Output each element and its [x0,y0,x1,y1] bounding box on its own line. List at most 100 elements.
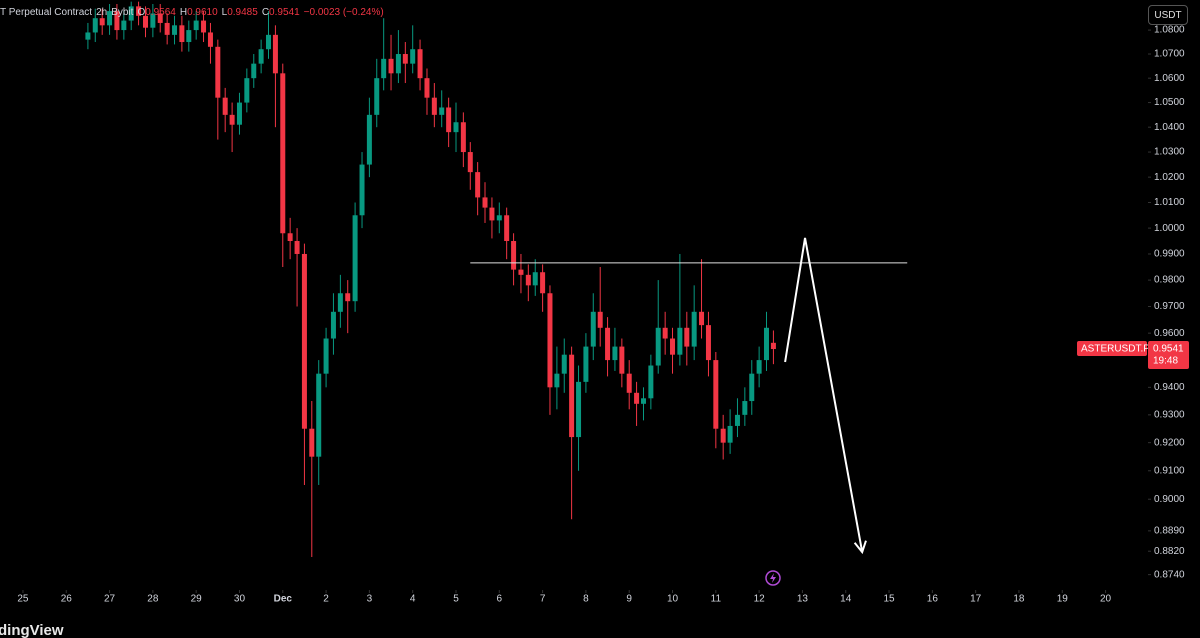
candle-body [684,327,690,347]
candle-body [107,11,113,26]
candle-body [439,107,445,115]
x-tick-label: 8 [583,594,589,605]
candle-body [518,269,524,275]
open-value: 0.9564 [145,7,176,18]
candle-body [727,425,733,443]
candle-body [446,107,452,133]
x-tick-label: 18 [1013,594,1025,605]
candle-body [569,354,575,438]
candle-body [164,22,170,35]
candle-body [475,172,481,198]
candle-body [186,30,192,43]
x-tick-label: 14 [840,594,852,605]
candle-body [381,58,387,79]
candle-body [265,34,271,50]
candle-body [417,49,423,79]
x-tick-label: 3 [367,594,373,605]
y-tick-label: 0.9400 [1154,382,1185,393]
candle-body [359,164,365,216]
candle-body [670,338,676,355]
x-tick-label: 27 [104,594,116,605]
candle-body [244,78,250,103]
candle-body [323,338,329,374]
candle-body [482,197,488,208]
candle-body [720,428,726,443]
candle-body [258,49,264,64]
candle-body [92,18,98,33]
candle-body [763,327,769,361]
candle-body [388,58,394,74]
candle-body [496,215,502,221]
candle-body [424,78,430,98]
x-tick-label: 26 [61,594,73,605]
candle-body [128,6,134,21]
watermark: dingView [0,622,64,638]
candle-body [742,401,748,415]
candle-body [157,13,163,23]
candle-body [699,311,705,326]
y-tick-label: 0.9000 [1154,494,1185,505]
candle-body [619,346,625,374]
y-tick-label: 0.9200 [1154,437,1185,448]
candle-body [114,11,120,31]
candle-body [201,20,207,33]
x-tick-label: 7 [540,594,546,605]
y-tick-label: 1.0600 [1154,73,1185,84]
candle-body [410,49,416,64]
x-tick-label: 29 [191,594,203,605]
candle-body [561,354,567,374]
y-tick-label: 0.9300 [1154,409,1185,420]
candle-body [366,114,372,165]
candle-body [402,54,408,64]
x-tick-label: Dec [274,594,293,605]
y-tick-label: 1.0200 [1154,172,1185,183]
projection-arrow [784,237,864,553]
candle-body [352,215,358,302]
ohlc: H0.9610 [180,7,218,18]
candle-body [330,311,336,339]
candle-body [511,241,517,270]
currency-button[interactable]: USDT [1148,5,1188,25]
high-value: 0.9610 [187,7,218,18]
candle-body [605,327,611,361]
y-tick-label: 1.0800 [1154,25,1185,36]
candle-body [287,233,293,242]
candle-body [713,360,719,429]
x-tick-label: 11 [711,594,722,605]
candle-body [337,293,343,312]
x-tick-label: 17 [970,594,982,605]
candle-body [272,34,278,74]
x-tick-label: 16 [927,594,939,605]
candle-body [309,428,315,457]
candle-body [99,18,105,26]
candle-body [662,327,668,339]
candle-body [143,15,149,28]
y-tick-label: 0.8890 [1154,525,1185,536]
candle-body [525,274,531,286]
description: T Perpetual Contract [0,7,93,18]
candle-body [85,32,91,40]
candle-body [634,392,640,404]
candle-body [395,54,401,74]
low-label: L [221,7,228,18]
candle-body [374,78,380,115]
ohlc: L0.9485 [222,7,258,18]
interval[interactable]: 2h [96,7,108,18]
candle-body [222,97,228,115]
x-tick-label: 10 [667,594,679,605]
candle-body [705,325,711,361]
candle-body [229,114,235,125]
candle-body [251,63,257,79]
candle-body [626,373,632,393]
candle-body [121,20,127,31]
candle-body [641,398,647,404]
x-tick-label: 6 [497,594,503,605]
arrow-head [853,540,867,555]
candle-body [150,13,156,28]
candle-body [597,311,603,328]
candle-body [749,373,755,402]
candle-body [179,25,185,43]
candle-body [236,102,242,125]
